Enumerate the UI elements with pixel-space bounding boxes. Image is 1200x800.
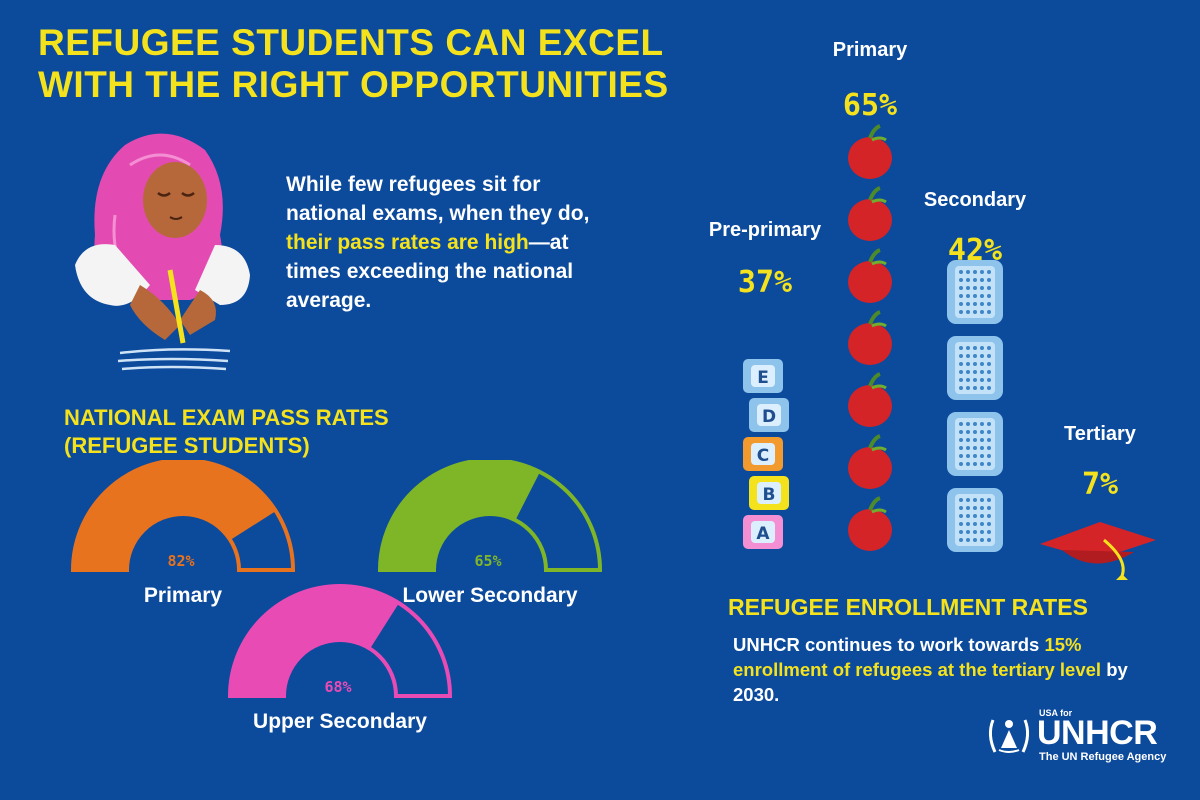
gauge-category-label: Lower Secondary bbox=[402, 584, 577, 607]
enroll-value-label: 37% bbox=[738, 265, 792, 300]
laurel-people-icon bbox=[988, 719, 1030, 753]
alphabet-block-icon: E bbox=[743, 359, 783, 393]
apple-icon bbox=[848, 124, 892, 179]
page-title: REFUGEE STUDENTS CAN EXCEL WITH THE RIGH… bbox=[38, 22, 758, 106]
apple-icon bbox=[848, 496, 892, 551]
block-letter: D bbox=[762, 407, 776, 427]
block-letter: E bbox=[757, 368, 769, 388]
title-line-2: WITH THE RIGHT OPPORTUNITIES bbox=[38, 64, 669, 105]
apple-icon bbox=[848, 434, 892, 489]
gauge-value-label: 82% bbox=[167, 552, 194, 570]
calculator-icon bbox=[947, 412, 1003, 476]
alphabet-block-icon: A bbox=[743, 515, 783, 549]
logo-subtitle: The UN Refugee Agency bbox=[1039, 751, 1167, 763]
exam-title-line-1: NATIONAL EXAM PASS RATES bbox=[64, 405, 389, 430]
alphabet-block-icon: D bbox=[749, 398, 789, 432]
apple-icon bbox=[848, 248, 892, 303]
enrollment-note: UNHCR continues to work towards 15% enro… bbox=[733, 632, 1173, 707]
title-line-1: REFUGEE STUDENTS CAN EXCEL bbox=[38, 22, 664, 63]
gauge-value-label: 68% bbox=[324, 678, 351, 696]
block-letter: C bbox=[757, 446, 769, 466]
apple-icon bbox=[848, 310, 892, 365]
enroll-value-label: 7% bbox=[1082, 467, 1118, 502]
enrollment-note-text-1: UNHCR continues to work towards bbox=[733, 634, 1045, 655]
block-letter: A bbox=[756, 524, 770, 544]
graduation-cap-icon bbox=[1040, 522, 1156, 580]
alphabet-block-icon: C bbox=[743, 437, 783, 471]
alphabet-block-icon: B bbox=[749, 476, 789, 510]
exam-title-line-2: (REFUGEE STUDENTS) bbox=[64, 433, 310, 458]
gauge-primary: 82% Primary bbox=[70, 460, 296, 607]
calculator-icon bbox=[947, 260, 1003, 324]
gauge-value-label: 65% bbox=[474, 552, 501, 570]
gauge-category-label: Upper Secondary bbox=[253, 710, 427, 733]
logo-name: UNHCR bbox=[1037, 714, 1158, 752]
gauge-upper-secondary: 68% Upper Secondary bbox=[227, 584, 453, 733]
calculator-icon bbox=[947, 336, 1003, 400]
apple-icon bbox=[848, 372, 892, 427]
enroll-category-label: Secondary bbox=[924, 189, 1027, 211]
enroll-category-label: Pre-primary bbox=[709, 219, 822, 241]
enroll-value-label: 65% bbox=[843, 88, 897, 123]
enrollment-note-text-2: by 2030. bbox=[733, 659, 1128, 705]
intro-text-1: While few refugees sit for national exam… bbox=[286, 173, 590, 225]
enroll-column-primary: Primary 65% bbox=[833, 39, 908, 551]
unhcr-logo: USA for UNHCR The UN Refugee Agency bbox=[985, 708, 1175, 768]
exam-gauges-chart: 82% Primary 65% Lower Secondary 68% Upper Sec… bbox=[70, 460, 603, 733]
enrollment-section-title: REFUGEE ENROLLMENT RATES bbox=[728, 594, 1088, 620]
gauge-fill bbox=[73, 460, 276, 570]
enroll-category-label: Tertiary bbox=[1064, 423, 1137, 445]
gauge-lower-secondary: 65% Lower Secondary bbox=[377, 460, 603, 607]
enrollment-note-highlight: 15% enrollment of refugees at the tertia… bbox=[733, 634, 1102, 680]
exam-section-title: NATIONAL EXAM PASS RATES (REFUGEE STUDEN… bbox=[64, 404, 389, 460]
intro-paragraph: While few refugees sit for national exam… bbox=[286, 170, 626, 315]
gauge-fill bbox=[230, 586, 399, 696]
logo-small-text: USA for bbox=[1039, 708, 1073, 718]
apple-icon bbox=[848, 186, 892, 241]
gauge-category-label: Primary bbox=[144, 584, 223, 607]
enroll-category-label: Primary bbox=[833, 39, 908, 61]
calculator-icon bbox=[947, 488, 1003, 552]
gauge-fill bbox=[380, 460, 540, 570]
intro-highlight: their pass rates are high bbox=[286, 231, 529, 254]
block-letter: B bbox=[763, 485, 776, 505]
enroll-column-tertiary: Tertiary 7% bbox=[1040, 423, 1156, 580]
intro-text-2: —at times exceeding the national average… bbox=[286, 231, 574, 312]
student-illustration bbox=[75, 133, 250, 371]
